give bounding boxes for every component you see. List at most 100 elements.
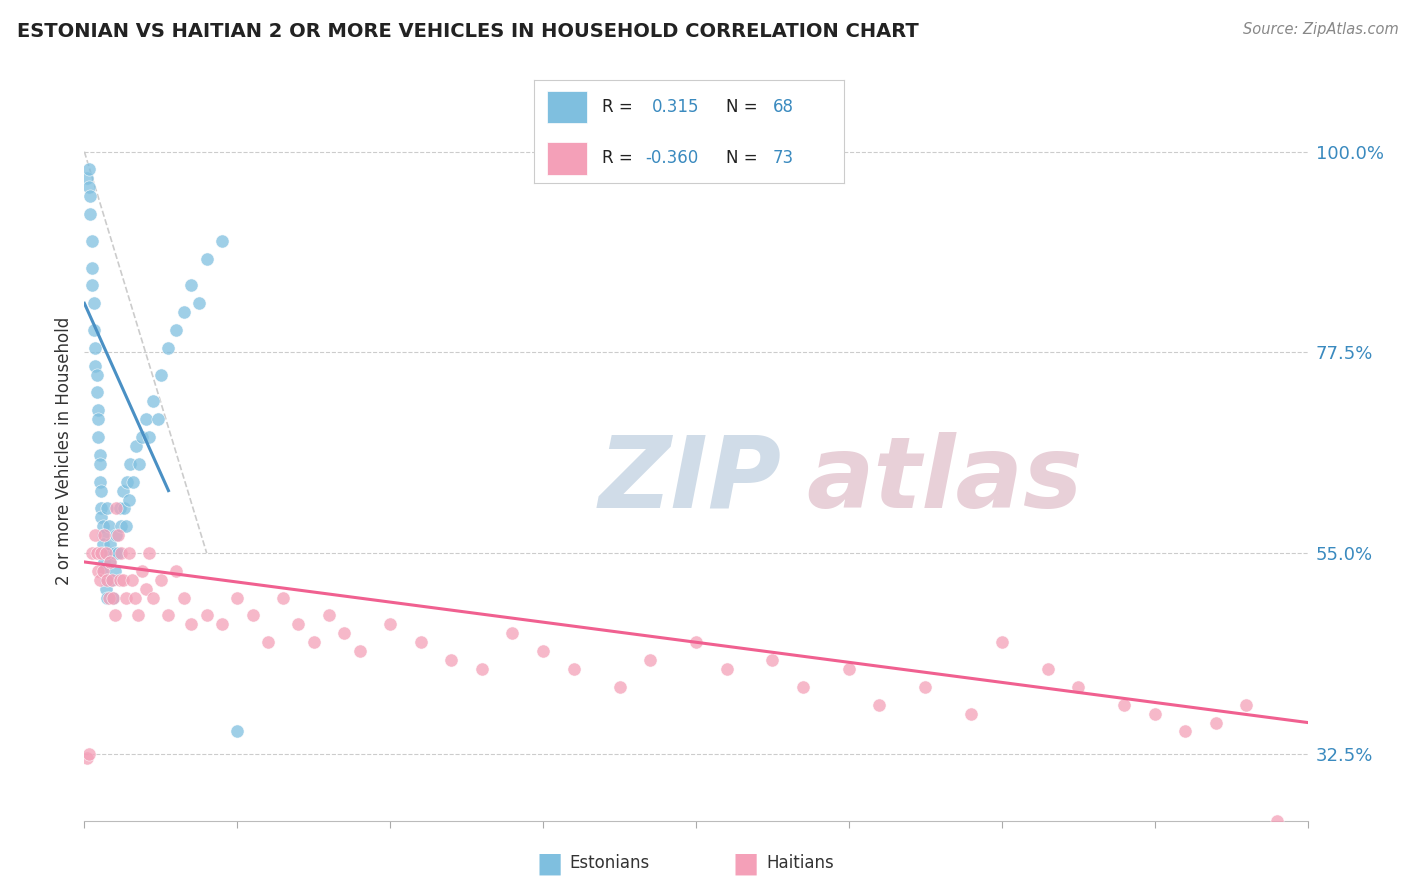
Point [93, 546, 115, 560]
Text: 0.315: 0.315 [652, 98, 699, 116]
Point [108, 573, 131, 587]
Point [77, 162, 100, 177]
Text: Haitians: Haitians [766, 855, 834, 872]
Point [120, 457, 142, 471]
Point [114, 591, 136, 605]
Point [101, 573, 124, 587]
Point [173, 591, 195, 605]
Point [87, 430, 110, 444]
Point [138, 430, 160, 444]
Point [111, 483, 134, 498]
Point [333, 626, 356, 640]
Point [89, 457, 111, 471]
Point [91, 564, 114, 578]
Point [211, 617, 233, 632]
Point [83, 323, 105, 337]
Point [86, 546, 108, 560]
Point [89, 448, 111, 462]
Point [91, 528, 114, 542]
Text: R =: R = [602, 149, 633, 167]
Point [83, 296, 105, 310]
Point [105, 528, 128, 542]
Point [131, 564, 153, 578]
Point [94, 582, 117, 596]
Point [89, 475, 111, 489]
Point [76, 751, 98, 765]
Point [98, 555, 121, 569]
Point [1174, 724, 1197, 739]
Point [97, 591, 120, 605]
Point [77, 747, 100, 761]
Point [114, 519, 136, 533]
Point [157, 608, 180, 623]
Point [93, 555, 115, 569]
Point [531, 644, 554, 658]
Point [1114, 698, 1136, 712]
Point [157, 341, 180, 355]
Point [104, 546, 127, 560]
Point [1036, 662, 1059, 676]
Point [838, 662, 860, 676]
Point [79, 189, 101, 203]
Point [562, 662, 585, 676]
Point [440, 653, 463, 667]
Point [149, 573, 172, 587]
Point [101, 573, 124, 587]
Point [91, 537, 114, 551]
Point [165, 323, 187, 337]
Point [103, 591, 125, 605]
Point [79, 207, 101, 221]
Point [77, 180, 100, 194]
Point [1067, 680, 1090, 694]
Point [188, 296, 211, 310]
Point [115, 475, 138, 489]
Text: ■: ■ [536, 849, 562, 878]
Point [80, 278, 103, 293]
Point [86, 368, 108, 382]
Point [271, 591, 294, 605]
Point [96, 591, 118, 605]
Point [76, 171, 98, 186]
Point [98, 537, 121, 551]
Point [211, 234, 233, 248]
Point [96, 573, 118, 587]
Point [80, 546, 103, 560]
Point [87, 564, 110, 578]
Point [104, 564, 127, 578]
Point [118, 546, 141, 560]
Point [318, 608, 340, 623]
Point [93, 528, 115, 542]
Text: atlas: atlas [806, 432, 1083, 529]
Point [84, 359, 107, 373]
Point [125, 439, 148, 453]
Point [409, 635, 432, 649]
Point [94, 573, 117, 587]
Text: Estonians: Estonians [569, 855, 650, 872]
Point [173, 305, 195, 319]
Point [135, 582, 157, 596]
Y-axis label: 2 or more Vehicles in Household: 2 or more Vehicles in Household [55, 317, 73, 584]
Point [98, 555, 121, 569]
Text: Source: ZipAtlas.com: Source: ZipAtlas.com [1243, 22, 1399, 37]
Point [84, 341, 107, 355]
Point [242, 608, 264, 623]
Point [960, 706, 983, 721]
Point [869, 698, 891, 712]
Point [110, 519, 132, 533]
Point [226, 591, 249, 605]
Point [165, 564, 187, 578]
Point [685, 635, 707, 649]
Point [142, 394, 165, 409]
Point [90, 483, 112, 498]
Point [90, 546, 112, 560]
Point [86, 385, 108, 400]
Point [107, 528, 129, 542]
Point [112, 501, 135, 516]
Point [792, 680, 814, 694]
Point [124, 591, 146, 605]
Point [118, 492, 141, 507]
Point [84, 528, 107, 542]
Point [761, 653, 783, 667]
Point [471, 662, 494, 676]
Point [349, 644, 371, 658]
